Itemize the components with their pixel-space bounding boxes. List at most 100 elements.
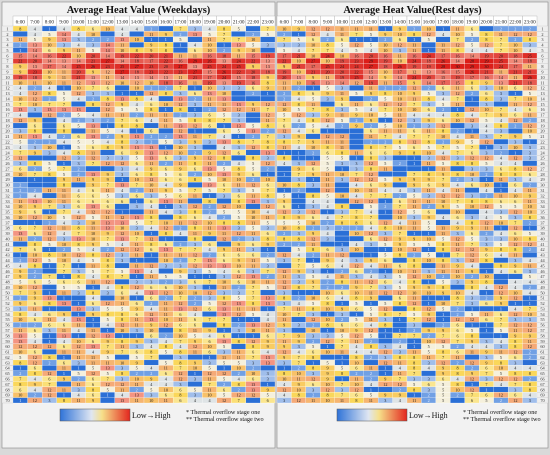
heat-cell (392, 155, 408, 161)
heat-cell-label: 12 (427, 317, 431, 322)
heat-cell-label: 5 (223, 344, 225, 349)
heat-cell-label: 13 (106, 226, 110, 231)
heat-cell-label: 5 (428, 344, 430, 349)
heat-cell-label: 9 (384, 75, 386, 80)
heat-cell-label: 5 (48, 280, 50, 285)
row-index-label: 65 (540, 371, 544, 376)
heat-cell-label: 12 (193, 204, 197, 209)
heat-cell (349, 85, 364, 91)
heat-cell-label: 2 (355, 118, 357, 123)
row-index-label: 6 (6, 53, 9, 58)
heat-cell-label: 7 (107, 269, 109, 274)
heat-cell-label: 12 (91, 156, 95, 161)
heat-cell-label: 3 (208, 360, 210, 365)
heat-cell-label: 3 (341, 210, 343, 215)
heat-cell-label: 26 (470, 70, 474, 75)
heat-cell-label: 9 (298, 333, 300, 338)
heat-cell-label: 11 (135, 242, 139, 247)
heat-cell-label: 1 (165, 236, 167, 241)
heat-cell-label: 11 (178, 75, 182, 80)
heat-cell-label: 13 (266, 355, 270, 360)
heat-cell-label: 6 (179, 177, 181, 182)
heat-cell-label: 7 (413, 134, 415, 139)
heat-cell-label: 11 (297, 306, 301, 311)
heat-cell-label: 6 (34, 247, 36, 252)
heat-cell-label: 19 (383, 59, 387, 64)
heat-cell-label: 11 (326, 75, 330, 80)
heat-cell-label: 1 (107, 393, 109, 398)
heat-cell-label: 1 (485, 323, 487, 328)
heat-cell-label: 11 (441, 269, 445, 274)
heat-cell-label: 3 (121, 172, 123, 177)
heat-cell-label: 5 (34, 37, 36, 42)
heat-cell-label: 7 (63, 210, 65, 215)
heat-cell-label: 12 (18, 118, 22, 123)
heat-cell-label: 8 (121, 312, 123, 317)
heat-cell-label: 2 (413, 328, 415, 333)
heat-cell-label: 2 (370, 355, 372, 360)
heat-cell-label: 12 (106, 107, 110, 112)
heat-cell-label: 3 (529, 317, 531, 322)
heat-cell-label: 8 (471, 161, 473, 166)
heat-cell-label: 8 (514, 172, 516, 177)
heat-cell-label: 9 (312, 140, 314, 145)
heat-cell-label: 5 (442, 280, 444, 285)
heat-cell-label: 3 (485, 86, 487, 91)
heat-cell-label: 1 (77, 263, 79, 268)
heat-cell-label: 4 (34, 26, 37, 31)
row-index-label: 64 (5, 366, 10, 371)
heat-cell-label: 7 (283, 37, 285, 42)
heat-cell-label: 11 (251, 263, 255, 268)
heat-cell-label: 7 (77, 231, 79, 236)
heat-cell-label: 1 (327, 312, 329, 317)
heat-cell (493, 273, 509, 280)
heat-cell-label: 2 (471, 91, 473, 96)
heat-cell (377, 338, 393, 344)
heat-cell-label: 10 (427, 339, 431, 344)
heat-cell-label: 10 (178, 285, 182, 290)
heat-cell-label: 11 (369, 86, 373, 91)
heat-cell-label: 6 (121, 150, 123, 155)
heat-cell-label: 3 (179, 91, 181, 96)
heat-cell-label: 1 (370, 253, 372, 258)
heat-cell-label: 2 (208, 210, 210, 215)
heat-cell-label: 11 (18, 236, 22, 241)
heat-cell-label: 6 (34, 366, 36, 371)
heat-cell-label: 10 (398, 32, 402, 37)
heat-cell-label: 6 (165, 166, 167, 171)
heat-cell-label: 5 (413, 193, 415, 198)
heat-cell-label: 8 (48, 301, 50, 306)
row-index-label: 14 (5, 96, 10, 101)
heat-cell-label: 8 (471, 285, 473, 290)
heat-cell (158, 25, 174, 32)
heat-cell-label: 8 (327, 145, 329, 150)
heat-cell-label: 12 (513, 323, 517, 328)
heat-cell-label: 2 (312, 150, 314, 155)
heat-cell-label: 2 (384, 204, 386, 209)
heat-cell-label: 11 (62, 328, 66, 333)
heat-cell-label: 11 (412, 226, 416, 231)
heat-cell-label: 8 (121, 285, 123, 290)
heat-cell-label: 9 (238, 258, 240, 263)
heat-cell-label: 4 (121, 26, 124, 31)
heat-cell-label: 11 (266, 215, 270, 220)
heat-cell-label: 10 (513, 43, 517, 48)
heat-cell-label: 6 (150, 129, 152, 134)
heat-cell-label: 21 (311, 70, 315, 75)
heat-cell-label: 12 (383, 360, 387, 365)
heat-cell-label: 8 (238, 220, 240, 225)
heat-cell-label: 14 (106, 53, 111, 58)
heat-cell-label: 5 (370, 32, 372, 37)
heat-cell-label: 8 (92, 290, 94, 295)
row-index-label: 53 (540, 306, 544, 311)
heat-cell-label: 3 (48, 150, 50, 155)
heat-cell-label: 7 (384, 193, 386, 198)
heat-cell-label: 3 (471, 166, 473, 171)
heat-cell-label: 11 (513, 75, 517, 80)
heat-cell-label: 2 (194, 96, 196, 101)
row-index-label: 50 (540, 290, 544, 295)
heat-cell-label: 2 (150, 140, 152, 145)
heat-cell-label: 1 (413, 161, 415, 166)
heat-cell-label: 2 (384, 140, 386, 145)
heat-cell-label: 9 (63, 312, 65, 317)
